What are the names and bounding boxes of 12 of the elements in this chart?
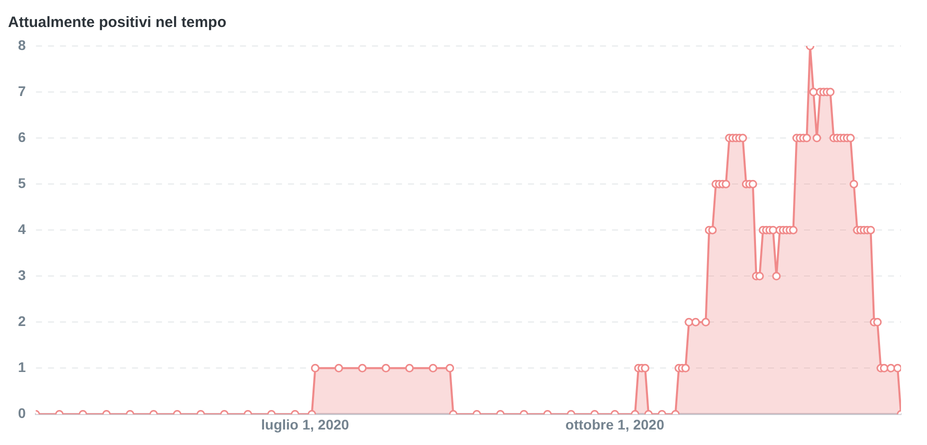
y-tick-label: 6 — [18, 128, 26, 145]
y-tick-label: 4 — [18, 220, 26, 237]
chart-title: Attualmente positivi nel tempo — [8, 14, 226, 32]
x-tick-label: ottobre 1, 2020 — [565, 416, 664, 432]
y-tick-label: 3 — [18, 266, 26, 283]
y-tick-label: 2 — [18, 313, 26, 330]
y-tick-label: 0 — [18, 405, 26, 422]
y-tick-label: 5 — [18, 174, 26, 191]
y-tick-label: 7 — [18, 82, 26, 99]
y-tick-label: 1 — [18, 359, 26, 376]
y-tick-label: 8 — [18, 36, 26, 53]
x-tick-label: luglio 1, 2020 — [261, 416, 350, 432]
